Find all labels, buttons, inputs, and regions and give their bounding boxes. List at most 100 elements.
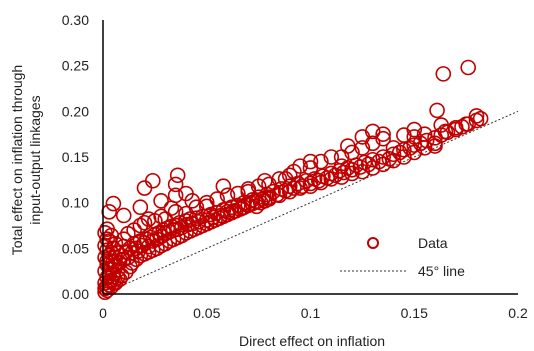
x-tick-labels: 0 0.05 0.1 0.15 0.2 — [99, 305, 528, 321]
data-point — [344, 161, 360, 178]
data-point — [396, 149, 412, 165]
data-point — [472, 110, 489, 127]
data-point — [248, 198, 265, 215]
data-point — [99, 253, 115, 269]
y-tick-label: 0.20 — [62, 103, 89, 119]
data-point — [136, 180, 153, 196]
data-point — [302, 178, 319, 195]
data-point — [132, 199, 149, 216]
data-point — [406, 144, 423, 161]
data-point — [364, 123, 381, 140]
data-point — [460, 59, 477, 76]
data-point — [468, 108, 485, 124]
data-point — [313, 174, 329, 191]
x-tick-label: 0.2 — [508, 305, 528, 321]
data-point — [101, 260, 118, 277]
x-tick-label: 0.1 — [301, 305, 321, 321]
data-point — [375, 126, 391, 142]
y-tick-label: 0.10 — [62, 195, 89, 211]
data-point — [140, 211, 157, 227]
data-point — [302, 153, 319, 170]
data-point — [323, 149, 340, 165]
data-point — [244, 195, 261, 212]
data-point — [136, 214, 153, 231]
data-point — [163, 200, 180, 216]
data-point — [219, 187, 236, 204]
data-point — [257, 172, 273, 189]
y-axis-label-line2: input-output linkages — [27, 95, 43, 224]
data-point — [364, 160, 381, 176]
data-point — [286, 163, 302, 180]
data-point — [167, 204, 184, 220]
y-axis-label-line1: Total effect on inflation through — [9, 65, 25, 255]
y-tick-label: 0.00 — [62, 286, 89, 302]
data-point — [433, 117, 450, 133]
x-tick-label: 0.05 — [193, 305, 220, 321]
data-point — [333, 169, 350, 185]
data-point — [271, 187, 288, 204]
data-point — [385, 152, 402, 169]
data-point — [458, 116, 474, 132]
data-point — [354, 163, 371, 180]
data-point — [375, 156, 391, 173]
data-point — [149, 240, 165, 257]
y-tick-label: 0.25 — [62, 58, 89, 74]
data-point — [385, 140, 402, 156]
data-point — [190, 214, 207, 230]
data-point — [333, 158, 350, 174]
data-point — [153, 208, 169, 225]
data-point — [261, 191, 277, 207]
data-point — [103, 253, 120, 269]
data-point — [427, 138, 443, 154]
data-point — [281, 183, 298, 200]
data-point — [105, 275, 122, 291]
data-point — [145, 172, 161, 189]
data-point — [406, 121, 423, 138]
data-point — [344, 165, 360, 182]
x-tick-label: 0.15 — [401, 305, 428, 321]
data-point — [167, 176, 184, 193]
y-tick-label: 0.05 — [62, 240, 89, 256]
data-point — [101, 204, 118, 220]
y-tick-labels: 0.00 0.05 0.10 0.15 0.20 0.25 0.30 — [62, 12, 89, 302]
data-point — [174, 227, 190, 244]
data-point — [115, 207, 132, 224]
data-point — [310, 172, 327, 189]
data-point — [281, 167, 298, 184]
data-point — [209, 191, 225, 207]
data-point — [184, 193, 201, 209]
data-point — [313, 153, 329, 170]
data-point — [340, 138, 356, 154]
data-point — [157, 235, 174, 252]
data-point — [292, 180, 308, 196]
data-point — [103, 227, 120, 244]
data-point — [215, 178, 232, 195]
data-point — [105, 195, 122, 212]
data-point — [375, 149, 391, 165]
data-point — [364, 151, 381, 168]
data-point — [385, 146, 402, 163]
data-point — [429, 102, 445, 119]
data-points — [97, 59, 489, 300]
45-degree-reference-line — [102, 110, 519, 295]
legend-marker-data — [367, 237, 379, 249]
data-point — [416, 140, 433, 156]
data-point — [323, 171, 340, 187]
data-point — [169, 167, 186, 184]
y-tick-label: 0.15 — [62, 149, 89, 165]
data-point — [128, 251, 144, 268]
data-point — [375, 130, 391, 147]
data-point — [153, 193, 169, 209]
data-point — [435, 66, 452, 82]
data-point — [406, 129, 423, 145]
data-point — [447, 119, 464, 136]
legend-label-data: Data — [418, 235, 448, 251]
data-point — [198, 198, 215, 215]
x-axis-label: Direct effect on inflation — [239, 333, 385, 349]
x-tick-label: 0 — [99, 305, 107, 321]
legend: Data 45° line — [340, 235, 465, 279]
data-point — [109, 269, 126, 286]
legend-label-45-line: 45° line — [418, 263, 465, 279]
y-tick-label: 0.30 — [62, 12, 89, 28]
